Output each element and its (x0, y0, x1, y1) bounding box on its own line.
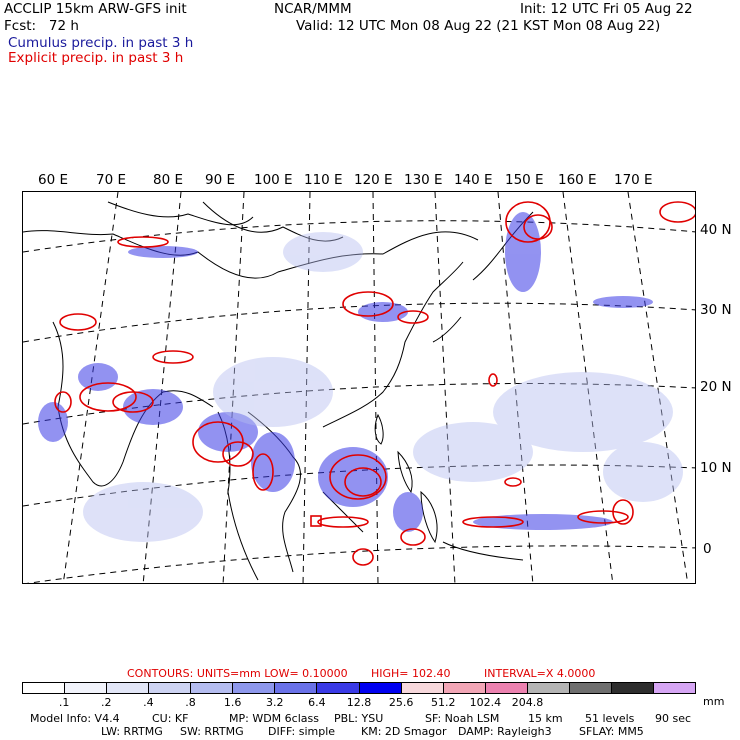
colorbar-cell (191, 683, 234, 693)
lat-label: 0 (703, 541, 712, 557)
lat-label: 30 N (700, 302, 732, 318)
precip-map (22, 191, 696, 584)
colorbar-cell (611, 683, 654, 693)
footer-pbl: PBL: YSU (334, 712, 384, 725)
legend-cumulus: Cumulus precip. in past 3 h (8, 35, 194, 51)
footer-km: KM: 2D Smagor (361, 725, 447, 738)
colorbar-cell (233, 683, 276, 693)
lon-label: 110 E (304, 172, 343, 188)
cumulus-precip (38, 212, 653, 532)
colorbar-cell (65, 683, 108, 693)
legend-explicit: Explicit precip. in past 3 h (8, 50, 184, 66)
colorbar-label: .8 (185, 696, 196, 709)
forecast-hour: Fcst: 72 h (4, 18, 79, 34)
colorbar-cell (485, 683, 528, 693)
lon-label: 100 E (254, 172, 293, 188)
colorbar-cell (653, 683, 695, 693)
footer-timestep: 90 sec (655, 712, 692, 725)
lat-label: 10 N (700, 460, 732, 476)
center-label: NCAR/MMM (274, 1, 352, 17)
colorbar-cell (23, 683, 66, 693)
contours-interval: INTERVAL=X 4.0000 (484, 667, 596, 680)
colorbar-label: 12.8 (346, 696, 372, 709)
init-time: Init: 12 UTC Fri 05 Aug 22 (520, 1, 693, 17)
colorbar-label: 1.6 (223, 696, 242, 709)
footer-diff: DIFF: simple (268, 725, 336, 738)
chart-title: ACCLIP 15km ARW-GFS init (4, 1, 187, 17)
lon-label: 160 E (558, 172, 597, 188)
colorbar-cell (149, 683, 192, 693)
colorbar-label: 51.2 (431, 696, 456, 709)
footer-model-info: Model Info: V4.4 (30, 712, 120, 725)
lon-label: 170 E (614, 172, 653, 188)
colorbar-label: 25.6 (388, 696, 414, 709)
lon-label: 150 E (505, 172, 544, 188)
footer-sw: SW: RRTMG (180, 725, 244, 738)
colorbar-cell (569, 683, 612, 693)
colorbar-cell (401, 683, 444, 693)
colorbar-cell (317, 683, 360, 693)
colorbar (22, 682, 696, 694)
explicit-precip (54, 201, 695, 566)
footer-cu: CU: KF (152, 712, 189, 725)
contours-info: CONTOURS: UNITS=mm LOW= 0.10000 (127, 667, 348, 680)
colorbar-label: 204.8 (511, 696, 544, 709)
valid-time: Valid: 12 UTC Mon 08 Aug 22 (21 KST Mon … (296, 18, 661, 34)
coastlines (23, 201, 534, 581)
footer-damp: DAMP: Rayleigh3 (458, 725, 552, 738)
colorbar-label: .4 (143, 696, 154, 709)
footer-sf: SF: Noah LSM (425, 712, 500, 725)
lon-label: 60 E (38, 172, 68, 188)
colorbar-cell (443, 683, 486, 693)
colorbar-unit: mm (703, 695, 725, 708)
colorbar-cell (107, 683, 150, 693)
light-precip (83, 232, 683, 542)
footer-sflay: SFLAY: MM5 (579, 725, 644, 738)
colorbar-label: 102.4 (469, 696, 502, 709)
lon-label: 130 E (404, 172, 443, 188)
colorbar-cell (275, 683, 318, 693)
lon-label: 80 E (153, 172, 183, 188)
colorbar-label: 6.4 (308, 696, 326, 709)
footer-mp: MP: WDM 6class (229, 712, 319, 725)
lon-label: 120 E (354, 172, 393, 188)
lat-label: 20 N (700, 379, 732, 395)
map-canvas (23, 192, 695, 583)
colorbar-cell (359, 683, 402, 693)
colorbar-label: .2 (101, 696, 112, 709)
lon-label: 70 E (96, 172, 126, 188)
footer-lw: LW: RRTMG (101, 725, 163, 738)
lon-label: 140 E (454, 172, 493, 188)
lat-label: 40 N (700, 222, 732, 238)
colorbar-label: .1 (58, 696, 70, 709)
footer-levels: 51 levels (585, 712, 635, 725)
colorbar-label: 3.2 (266, 696, 284, 709)
lon-label: 90 E (205, 172, 235, 188)
footer-resolution: 15 km (528, 712, 563, 725)
colorbar-cell (527, 683, 570, 693)
contours-high: HIGH= 102.40 (371, 667, 451, 680)
